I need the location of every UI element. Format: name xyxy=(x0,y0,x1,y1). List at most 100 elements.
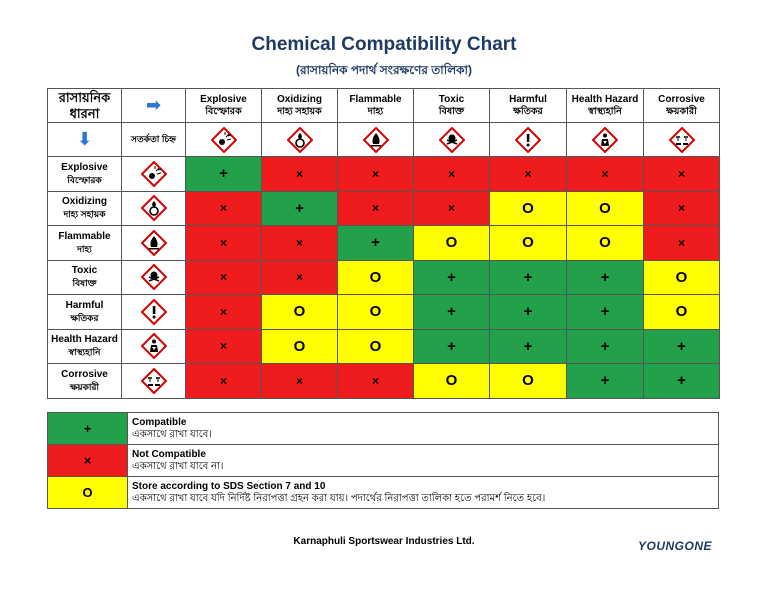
column-header-en: Health Hazard xyxy=(571,93,639,105)
column-header-bn: ক্ষয়কারী xyxy=(666,105,697,117)
compatibility-cell: O xyxy=(643,259,720,295)
compatibility-cell: + xyxy=(413,328,490,364)
corrosion-icon xyxy=(668,126,695,153)
compatibility-cell: + xyxy=(337,225,414,261)
flame-icon xyxy=(362,126,389,153)
row-label-en: Toxic xyxy=(71,265,98,277)
row-symbol xyxy=(121,225,186,261)
compatibility-cell: O xyxy=(643,294,720,330)
legend-text: Store according to SDS Section 7 and 10 এ… xyxy=(127,476,719,509)
column-header-7: Corrosive ক্ষয়কারী xyxy=(643,88,720,123)
compatibility-cell: O xyxy=(489,225,567,261)
flame-over-circle-icon xyxy=(140,195,167,222)
row-label: Corrosive ক্ষয়কারী xyxy=(47,363,122,399)
row-symbol xyxy=(121,294,186,330)
row-label: Flammable দাহ্য xyxy=(47,225,122,261)
compatibility-cell: + xyxy=(566,328,644,364)
legend-swatch: + xyxy=(47,412,128,445)
compatibility-cell: × xyxy=(261,156,338,192)
row-label-bn: ক্ষয়কারী xyxy=(69,381,100,392)
exploding-bomb-icon xyxy=(140,160,167,187)
column-header-bn: ক্ষতিকর xyxy=(513,105,543,117)
column-header-en: Oxidizing xyxy=(277,93,322,105)
compatibility-cell: × xyxy=(413,190,490,226)
row-label-en: Flammable xyxy=(58,230,111,242)
matrix-row: Health Hazard স্বাস্থ্যহানি × O O + + + + xyxy=(47,328,720,364)
row-symbol xyxy=(121,156,186,192)
compatibility-cell: + xyxy=(413,294,490,330)
compatibility-cell: × xyxy=(185,363,262,399)
compatibility-cell: × xyxy=(337,156,414,192)
compatibility-cell: × xyxy=(185,328,262,364)
compatibility-cell: + xyxy=(413,259,490,295)
row-label-en: Health Hazard xyxy=(51,334,118,346)
column-header-3: Flammable দাহ্য xyxy=(337,88,414,123)
column-symbol-3 xyxy=(337,122,414,157)
column-header-en: Toxic xyxy=(438,93,465,105)
compatibility-cell: O xyxy=(413,363,490,399)
row-label: Toxic বিষাক্ত xyxy=(47,259,122,295)
row-label-bn: দাহ্য সহায়ক xyxy=(63,209,106,220)
corrosion-icon xyxy=(140,367,167,394)
compatibility-cell: + xyxy=(489,294,567,330)
legend: + Compatible একসাথে রাখা যাবে। × Not Compati… xyxy=(47,412,719,509)
matrix-row: Toxic বিষাক্ত × × O + + + O xyxy=(47,259,720,295)
exploding-bomb-icon xyxy=(210,126,237,153)
column-header-en: Explosive xyxy=(200,93,247,105)
compatibility-cell: O xyxy=(566,190,644,226)
row-label: Health Hazard স্বাস্থ্যহানি xyxy=(47,328,122,364)
skull-icon xyxy=(140,264,167,291)
row-label: Oxidizing দাহ্য সহায়ক xyxy=(47,190,122,226)
legend-description-bn: একসাথে রাখা যাবে। xyxy=(132,428,212,440)
column-header-6: Health Hazard স্বাস্থ্যহানি xyxy=(566,88,644,123)
row-symbol xyxy=(121,363,186,399)
matrix-row: Harmful ক্ষতিকর × O O + + + O xyxy=(47,294,720,330)
health-hazard-icon xyxy=(592,126,618,153)
header-arrow-cell: ➡ xyxy=(121,88,186,123)
column-header-en: Harmful xyxy=(509,93,547,105)
compatibility-cell: + xyxy=(185,156,262,192)
page-subtitle: (রাসায়নিক পদার্থ সংরক্ষণের তালিকা) xyxy=(295,63,473,77)
compatibility-cell: O xyxy=(413,225,490,261)
down-arrow-icon: ⬇ xyxy=(76,129,93,149)
compatibility-cell: × xyxy=(261,225,338,261)
row-label-bn: বিস্ফোরক xyxy=(67,174,102,185)
compatibility-cell: × xyxy=(185,259,262,295)
down-arrow-cell: ⬇ xyxy=(47,122,122,157)
row-label-en: Corrosive xyxy=(61,368,108,380)
column-symbol-2 xyxy=(261,122,338,157)
compatibility-cell: + xyxy=(261,190,338,226)
compatibility-cell: × xyxy=(413,156,490,192)
row-label-bn: দাহ্য xyxy=(77,243,92,254)
compatibility-cell: O xyxy=(261,328,338,364)
compatibility-cell: × xyxy=(337,363,414,399)
compatibility-cell: + xyxy=(566,294,644,330)
legend-description-bn: একসাথে রাখা যাবে যদি নির্দিষ্ট নিরাপত্তা… xyxy=(132,492,546,504)
column-header-5: Harmful ক্ষতিকর xyxy=(489,88,567,123)
column-symbol-7 xyxy=(643,122,720,157)
exclamation-icon xyxy=(515,126,541,153)
compatibility-cell: × xyxy=(643,190,720,226)
legend-row: O Store according to SDS Section 7 and 10… xyxy=(47,476,719,509)
row-label-en: Explosive xyxy=(61,161,108,173)
compatibility-cell: O xyxy=(261,294,338,330)
compatibility-cell: + xyxy=(643,328,720,364)
compatibility-cell: × xyxy=(261,363,338,399)
flame-icon xyxy=(140,229,167,256)
compatibility-cell: O xyxy=(337,328,414,364)
compatibility-cell: O xyxy=(489,363,567,399)
row-symbol xyxy=(121,328,186,364)
compatibility-cell: O xyxy=(566,225,644,261)
legend-row: × Not Compatible একসাথে রাখা যাবে না। xyxy=(47,444,719,477)
right-arrow-icon: ➡ xyxy=(145,95,162,115)
column-symbol-6 xyxy=(566,122,644,157)
compatibility-cell: + xyxy=(566,363,644,399)
row-label-bn: স্বাস্থ্যহানি xyxy=(68,347,101,358)
legend-swatch: O xyxy=(47,476,128,509)
matrix-row: Oxidizing দাহ্য সহায়ক × + × × O O × xyxy=(47,190,720,226)
matrix-row: Explosive বিস্ফোরক + × × × × × × xyxy=(47,156,720,192)
legend-title: Not Compatible xyxy=(132,448,206,460)
column-header-bn: দাহ্য সহায়ক xyxy=(277,105,322,117)
warning-symbol-label: সতর্কতা চিহ্ন xyxy=(121,122,186,157)
compatibility-cell: × xyxy=(566,156,644,192)
